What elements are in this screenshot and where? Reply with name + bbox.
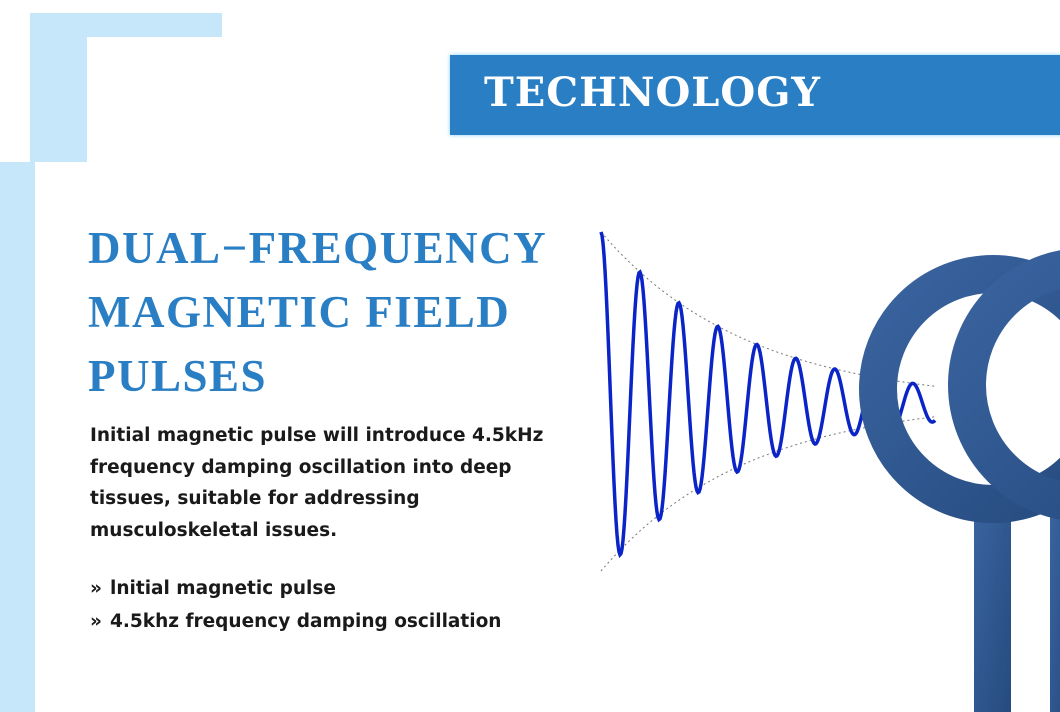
page-title: DUAL−FREQUENCY MAGNETIC FIELD PULSES <box>88 216 547 408</box>
decor-bar-vertical <box>30 13 87 162</box>
decor-bar-left <box>0 162 35 712</box>
feature-list: » lnitial magnetic pulse » 4.5khz frequenc… <box>90 572 501 638</box>
description: Initial magnetic pulse will introduce 4.… <box>90 425 544 541</box>
list-item: » lnitial magnetic pulse <box>90 572 501 605</box>
title-line: MAGNETIC FIELD <box>88 287 511 337</box>
list-item: » 4.5khz frequency damping oscillation <box>90 605 501 638</box>
title-line: DUAL−FREQUENCY <box>88 223 548 273</box>
banner-title: TECHNOLOGY <box>484 69 821 116</box>
double-chevron-right-icon: » <box>90 578 102 599</box>
title-line: PULSES <box>88 351 268 401</box>
double-chevron-right-icon: » <box>90 611 102 632</box>
coil-icon <box>859 250 1060 712</box>
technology-banner: TECHNOLOGY <box>450 55 1060 135</box>
